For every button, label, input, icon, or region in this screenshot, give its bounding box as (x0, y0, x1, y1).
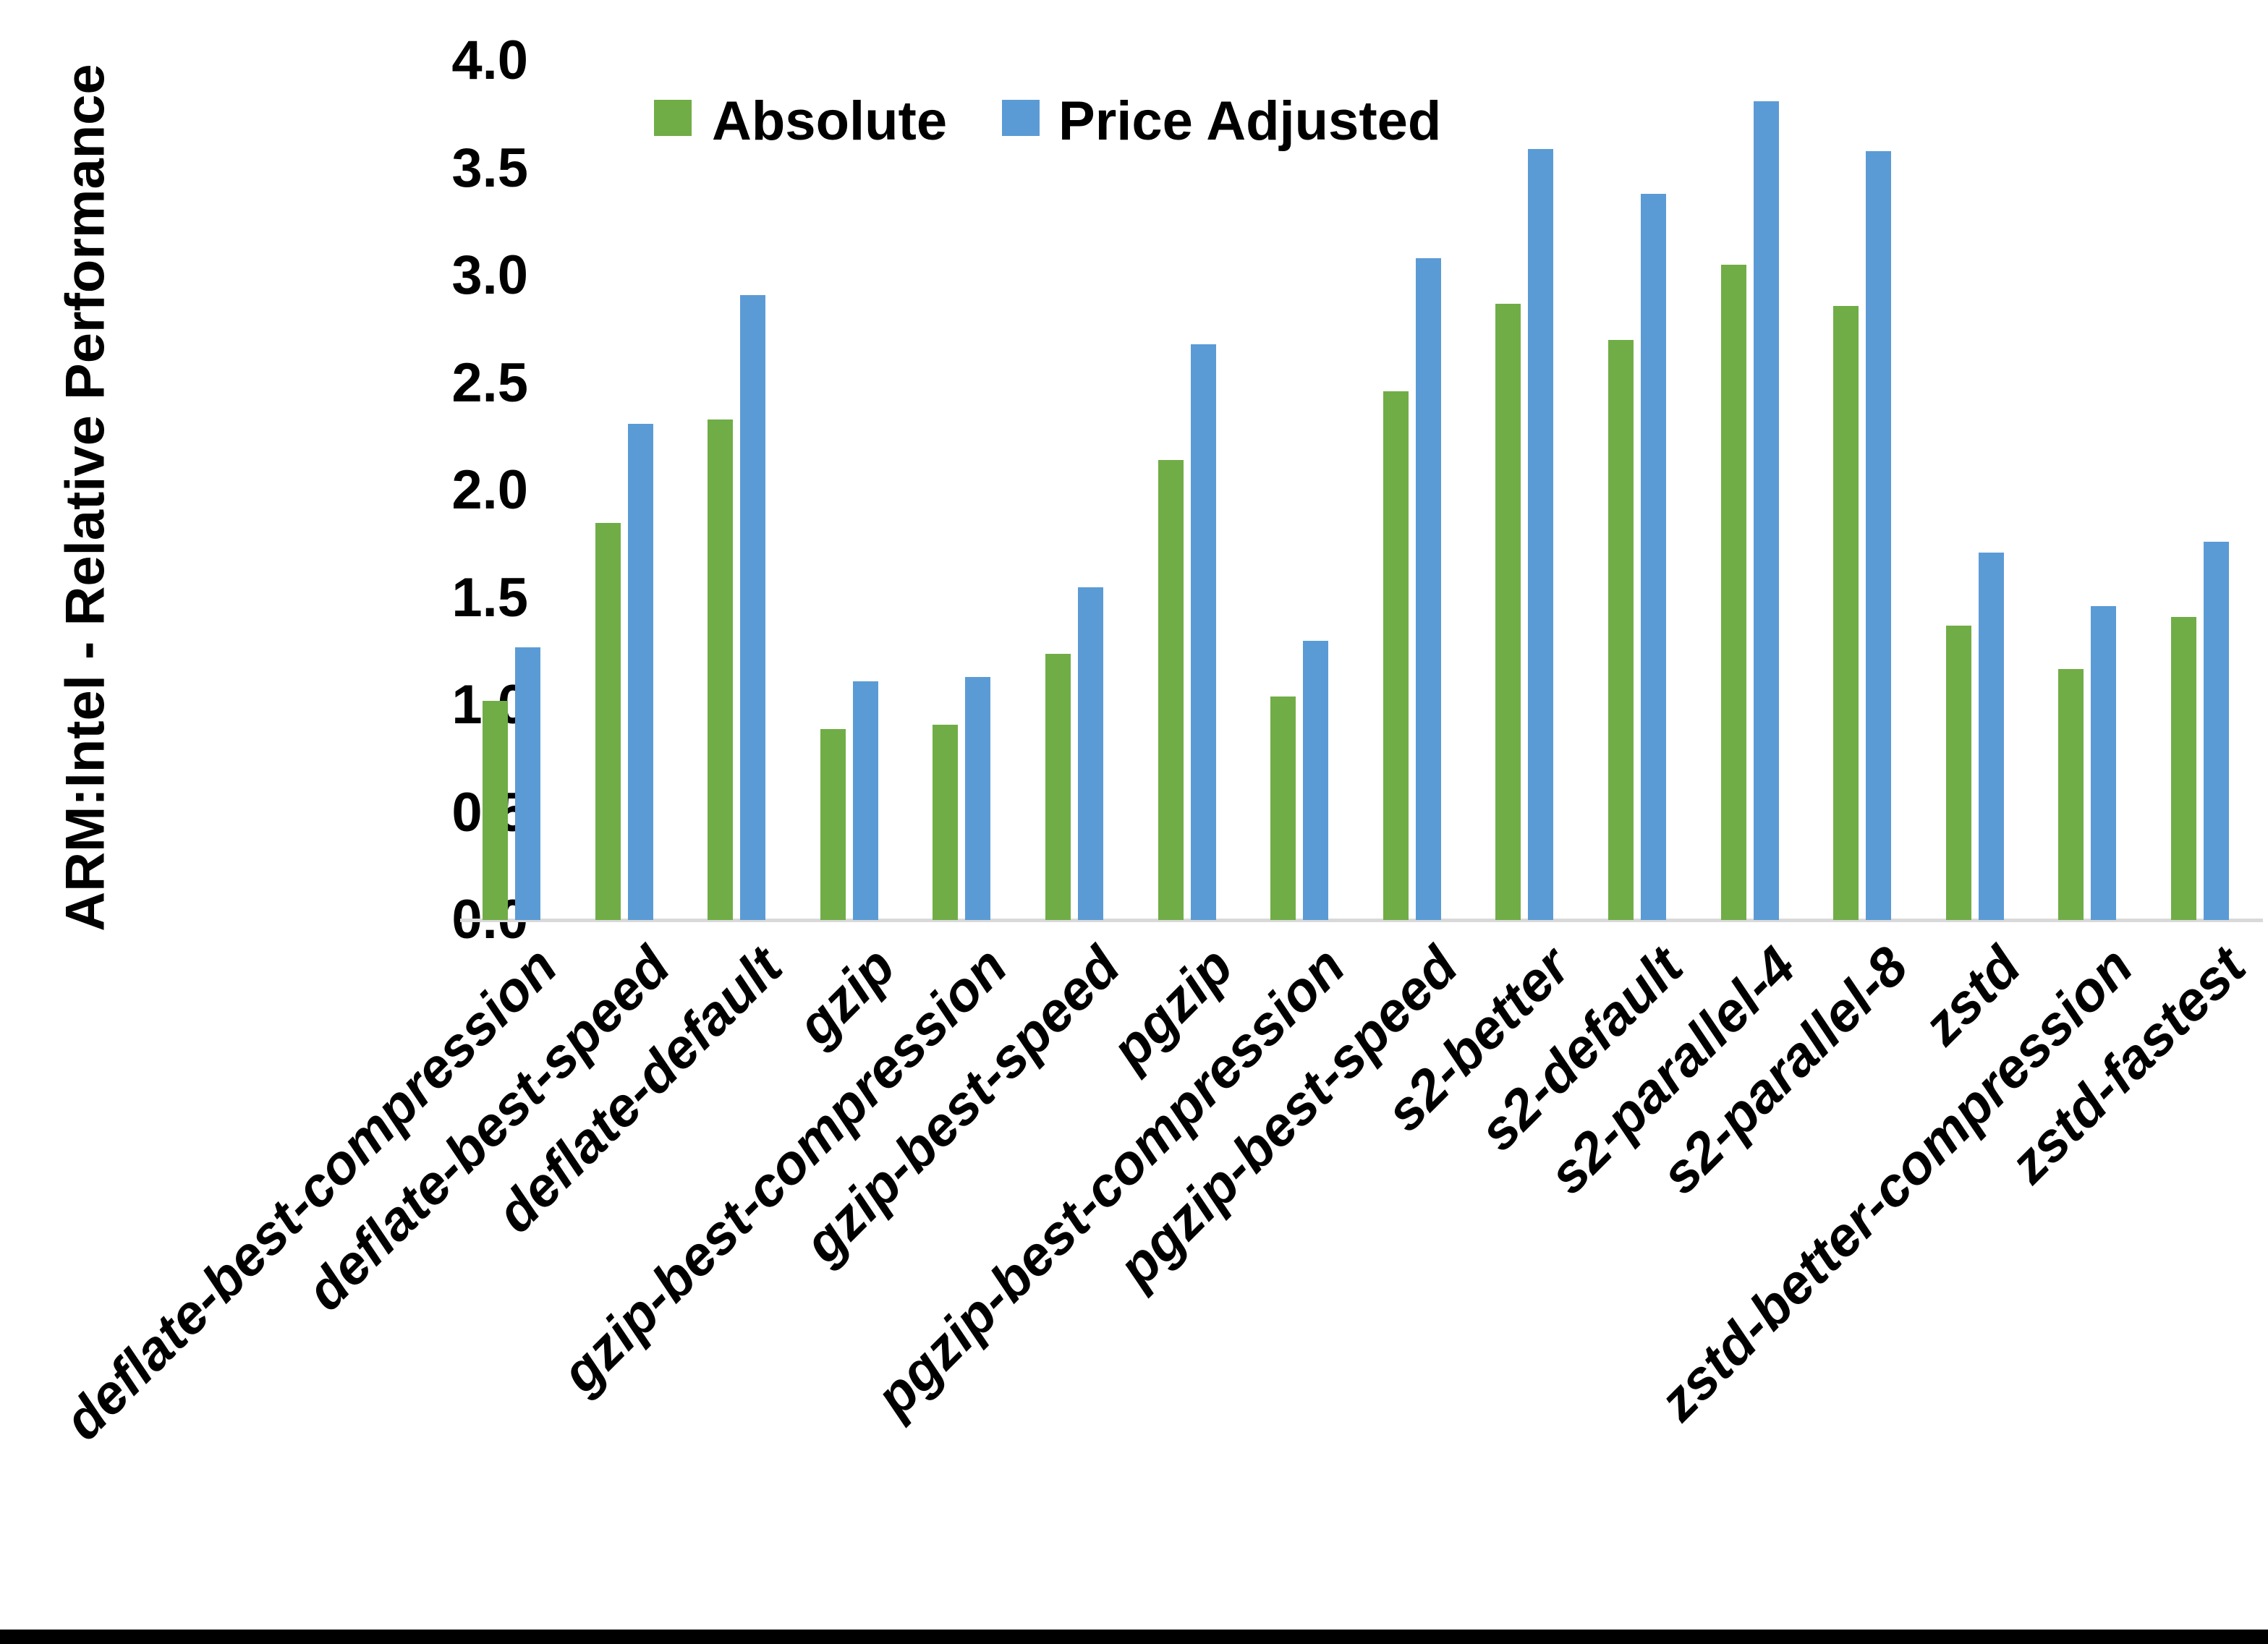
bar-absolute-pgzip-best-compression (1270, 697, 1296, 920)
y-tick-label-2.5: 2.5 (451, 352, 528, 414)
bar-price-adjusted-deflate-default (740, 295, 765, 920)
bar-price-adjusted-pgzip (1191, 344, 1216, 920)
bar-price-adjusted-gzip-best-speed (1078, 587, 1103, 920)
bar-absolute-gzip (820, 729, 846, 920)
bar-absolute-s2-parallel-4 (1721, 265, 1746, 920)
bar-price-adjusted-s2-parallel-4 (1754, 101, 1779, 920)
y-tick-label-3.0: 3.0 (451, 244, 528, 306)
bar-price-adjusted-s2-default (1641, 194, 1666, 920)
bar-absolute-pgzip-best-speed (1383, 391, 1409, 920)
bar-price-adjusted-zstd-better-compression (2091, 606, 2116, 920)
bar-absolute-s2-parallel-8 (1833, 306, 1859, 920)
bar-price-adjusted-s2-parallel-8 (1866, 151, 1891, 920)
bar-absolute-deflate-best-speed (595, 523, 621, 920)
y-tick-label-4.0: 4.0 (451, 30, 528, 91)
bar-absolute-gzip-best-compression (933, 725, 958, 920)
bar-price-adjusted-gzip-best-compression (965, 677, 990, 920)
bar-absolute-s2-default (1608, 340, 1634, 920)
legend-swatch-absolute (654, 100, 692, 136)
bar-price-adjusted-s2-better (1528, 149, 1553, 920)
bar-price-adjusted-gzip (853, 681, 878, 920)
x-axis-line (460, 919, 2263, 922)
bar-price-adjusted-pgzip-best-speed (1416, 258, 1441, 920)
y-axis-title: ARM:Intel - Relative Performance (54, 64, 116, 932)
bar-price-adjusted-zstd-fastest (2204, 542, 2229, 920)
bar-absolute-deflate-default (708, 419, 733, 920)
bar-price-adjusted-deflate-best-compression (515, 647, 540, 920)
bar-absolute-zstd (1946, 626, 1971, 920)
bottom-black-bar (0, 1630, 2268, 1644)
bar-absolute-zstd-better-compression (2058, 669, 2084, 920)
bar-absolute-s2-better (1495, 304, 1521, 920)
bar-price-adjusted-zstd (1979, 553, 2004, 920)
legend-label-price-adjusted: Price Adjusted (1058, 90, 1442, 152)
y-tick-label-3.5: 3.5 (451, 137, 528, 199)
bar-absolute-pgzip (1158, 460, 1184, 920)
bar-absolute-zstd-fastest (2171, 617, 2196, 920)
bar-absolute-gzip-best-speed (1045, 654, 1071, 920)
bar-price-adjusted-deflate-best-speed (628, 424, 653, 920)
y-tick-label-1.5: 1.5 (451, 566, 528, 629)
y-tick-label-2.0: 2.0 (451, 459, 528, 521)
legend-label-absolute: Absolute (712, 90, 948, 152)
bar-absolute-deflate-best-compression (483, 701, 508, 920)
legend-swatch-price-adjusted (1002, 100, 1040, 136)
bar-price-adjusted-pgzip-best-compression (1303, 641, 1328, 920)
